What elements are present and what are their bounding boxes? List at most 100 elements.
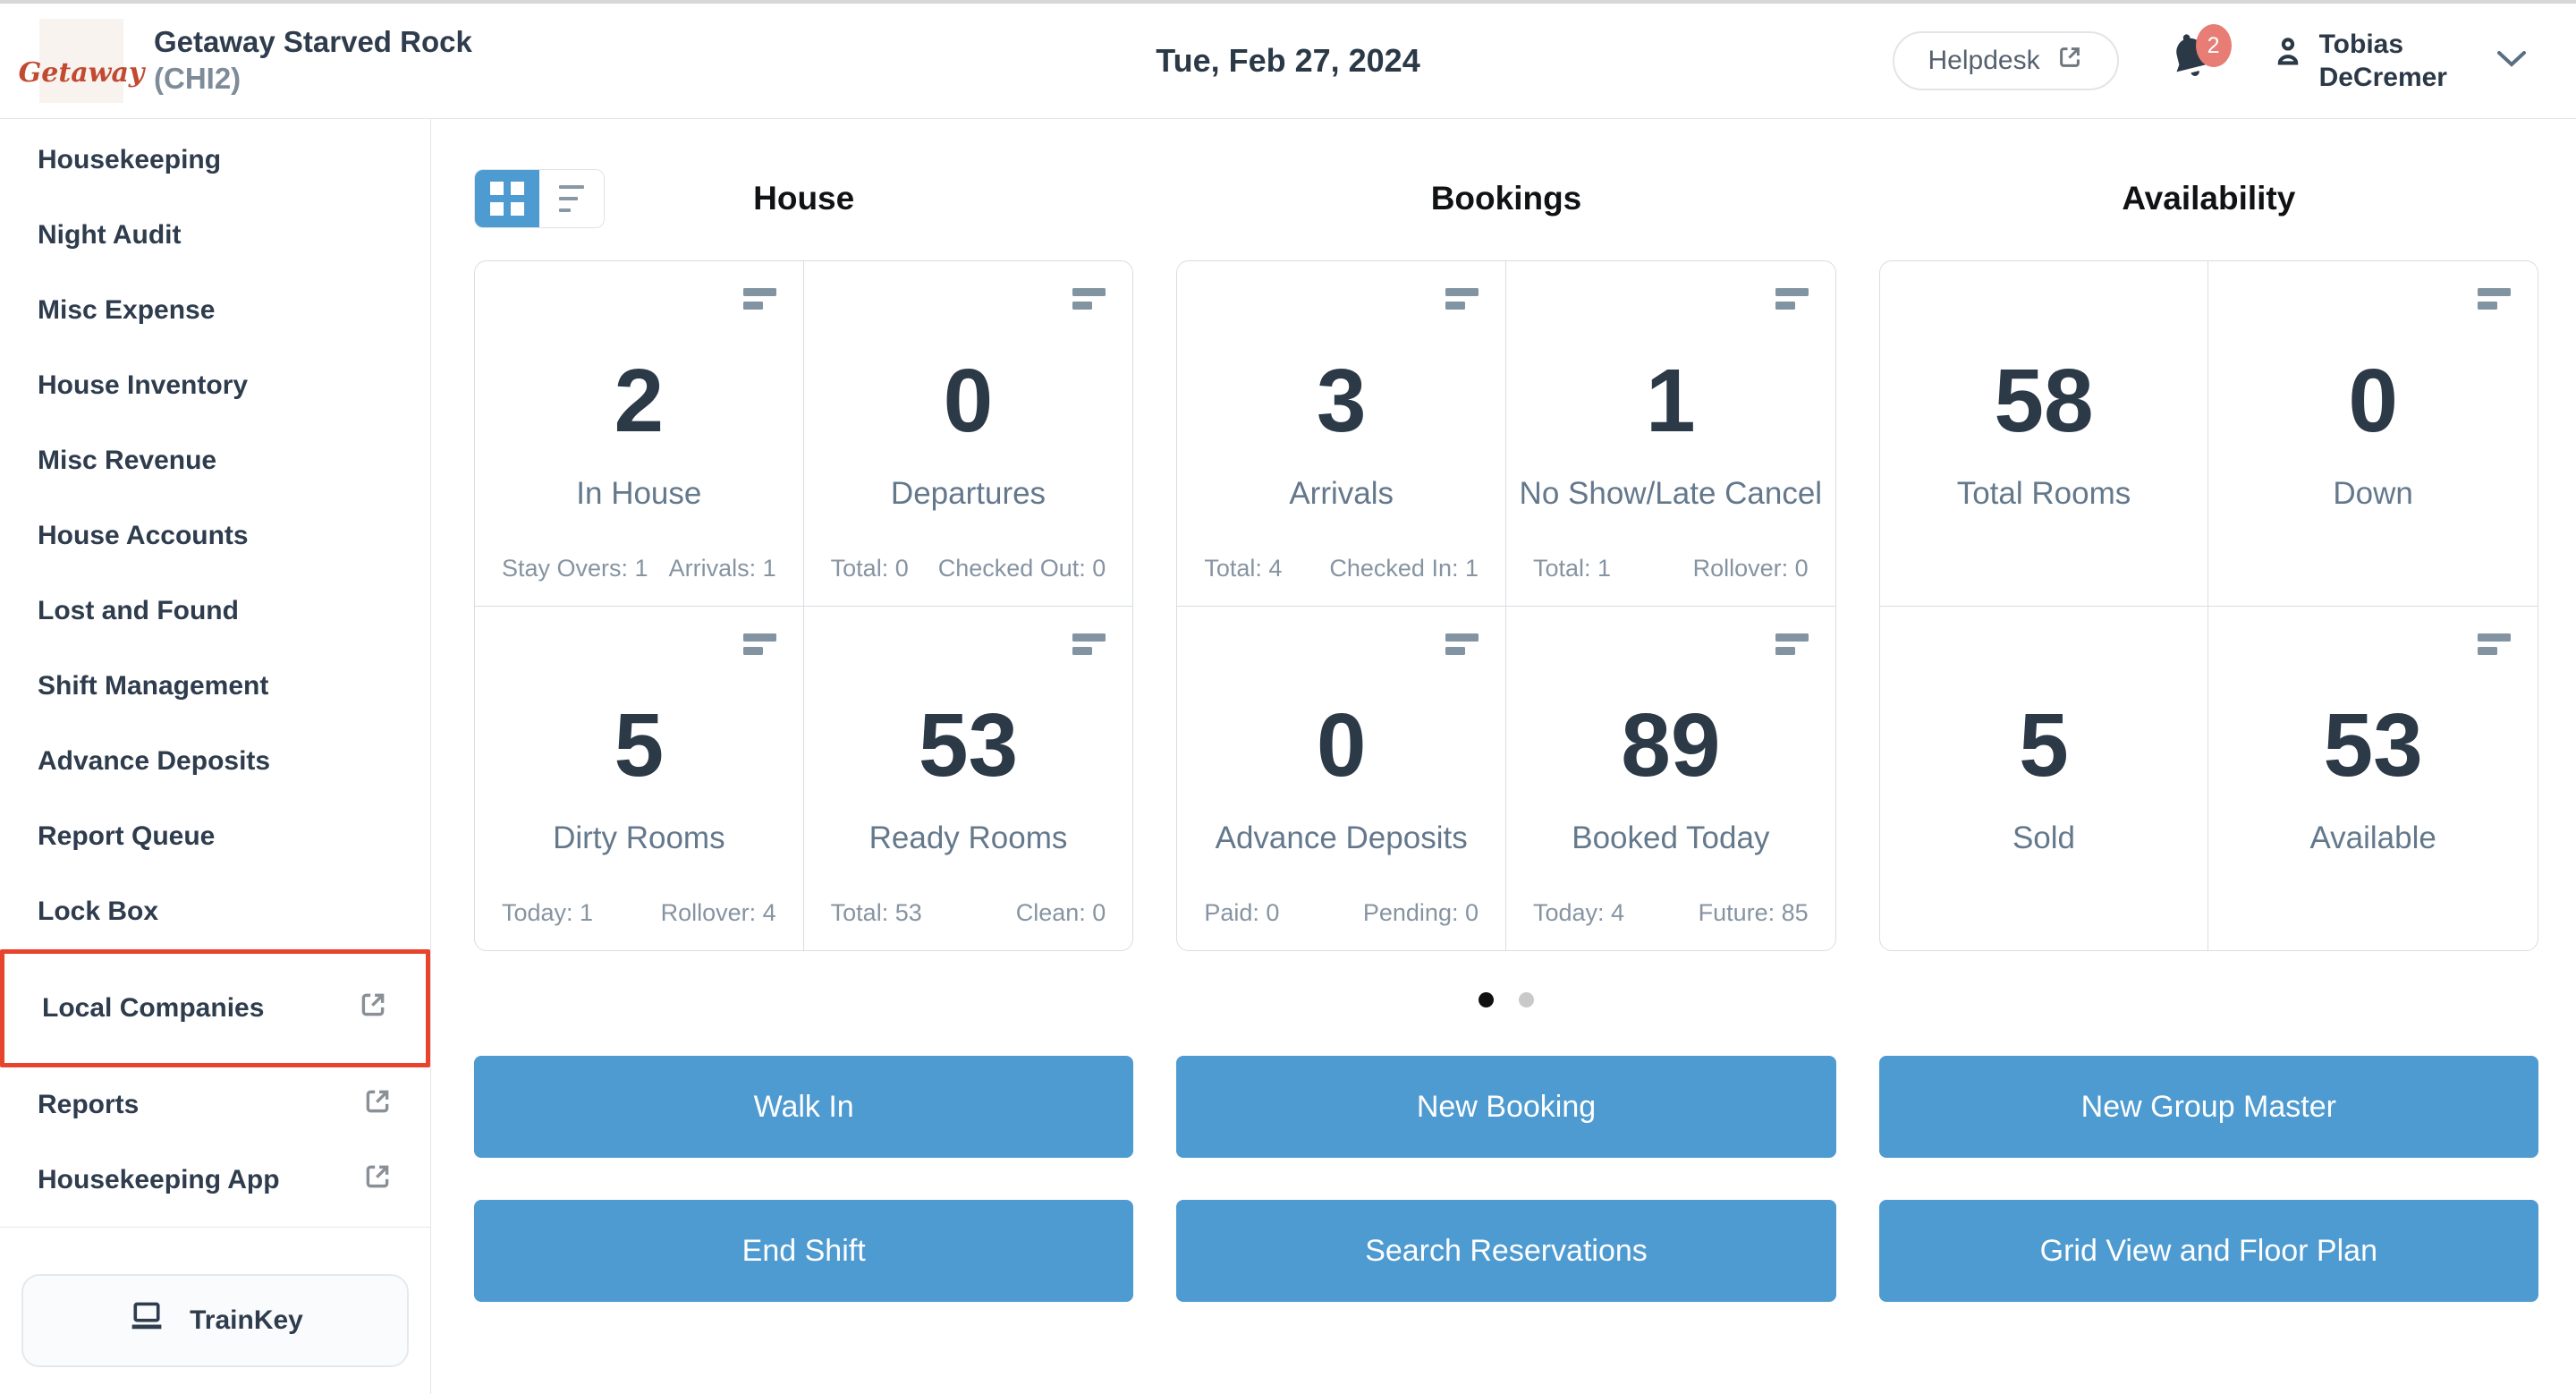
stat-label: Total Rooms xyxy=(1956,475,2131,511)
window-top-edge xyxy=(0,0,2576,4)
sidebar-item-label: House Accounts xyxy=(38,521,249,550)
stat-value: 0 xyxy=(2348,350,2398,451)
stat-card-advance-deposits: 0 Advance Deposits Paid: 0 Pending: 0 xyxy=(1177,606,1506,950)
stat-label: Departures xyxy=(890,475,1046,511)
sidebar-item-local-companies[interactable]: Local Companies xyxy=(0,949,430,1067)
sidebar-item-label: Advance Deposits xyxy=(38,746,271,776)
external-link-icon xyxy=(2056,44,2083,78)
helpdesk-button[interactable]: Helpdesk xyxy=(1892,31,2119,90)
substat-left: Total: 0 xyxy=(830,555,909,582)
sidebar-item-advance-deposits[interactable]: Advance Deposits xyxy=(0,724,430,799)
substat-right: Arrivals: 1 xyxy=(668,555,776,582)
bars-icon[interactable] xyxy=(1072,288,1106,310)
external-link-icon xyxy=(358,990,388,1027)
sidebar-item-lost-and-found[interactable]: Lost and Found xyxy=(0,574,430,649)
sidebar-item-house-inventory[interactable]: House Inventory xyxy=(0,348,430,423)
stat-card-arrivals: 3 Arrivals Total: 4 Checked In: 1 xyxy=(1177,261,1506,606)
stat-card-no-show-late-cancel: 1 No Show/Late Cancel Total: 1 Rollover:… xyxy=(1506,261,1835,606)
bars-icon[interactable] xyxy=(1445,633,1479,655)
current-date: Tue, Feb 27, 2024 xyxy=(1156,42,1420,79)
bars-icon[interactable] xyxy=(1445,288,1479,310)
stat-card-ready-rooms: 53 Ready Rooms Total: 53 Clean: 0 xyxy=(803,606,1133,950)
sidebar-item-housekeeping[interactable]: Housekeeping xyxy=(0,123,430,198)
bars-icon[interactable] xyxy=(742,633,776,655)
bars-icon[interactable] xyxy=(2477,633,2511,655)
sidebar-item-label: Misc Expense xyxy=(38,295,216,325)
availability-section: 58 Total Rooms 0 Down 5 Sold 53 xyxy=(1878,260,2538,951)
stat-card-dirty-rooms: 5 Dirty Rooms Today: 1 Rollover: 4 xyxy=(475,606,804,950)
sidebar-item-report-queue[interactable]: Report Queue xyxy=(0,799,430,874)
sidebar: Housekeeping Night Audit Misc Expense Ho… xyxy=(0,119,431,1394)
stat-card-sold: 5 Sold xyxy=(1879,606,2209,950)
section-titles-row: House Bookings Availability xyxy=(474,169,2538,228)
stat-label: Dirty Rooms xyxy=(553,820,725,855)
getaway-logo: Getaway xyxy=(19,19,144,103)
stat-substats: Stay Overs: 1 Arrivals: 1 xyxy=(475,555,803,582)
sidebar-item-shift-management[interactable]: Shift Management xyxy=(0,649,430,724)
list-view-button[interactable] xyxy=(539,170,604,227)
new-booking-button[interactable]: New Booking xyxy=(1176,1056,1836,1158)
stat-card-down: 0 Down xyxy=(2208,261,2538,606)
substat-left: Total: 4 xyxy=(1204,555,1283,582)
substat-right: Rollover: 0 xyxy=(1692,555,1809,582)
new-group-master-button[interactable]: New Group Master xyxy=(1878,1056,2538,1158)
bars-icon[interactable] xyxy=(1072,633,1106,655)
stat-label: No Show/Late Cancel xyxy=(1519,475,1823,511)
trainkey-button[interactable]: TrainKey xyxy=(21,1274,409,1367)
substat-right: Future: 85 xyxy=(1698,899,1809,926)
bars-icon[interactable] xyxy=(1775,633,1809,655)
substat-left: Total: 1 xyxy=(1532,555,1612,582)
substat-left: Stay Overs: 1 xyxy=(502,555,648,582)
section-title-availability: Availability xyxy=(2122,180,2296,217)
sidebar-item-lock-box[interactable]: Lock Box xyxy=(0,874,430,949)
walk-in-button[interactable]: Walk In xyxy=(474,1056,1134,1158)
stat-label: In House xyxy=(576,475,702,511)
bars-icon[interactable] xyxy=(2477,288,2511,310)
house-section: 2 In House Stay Overs: 1 Arrivals: 1 0 D… xyxy=(474,260,1134,951)
sidebar-item-night-audit[interactable]: Night Audit xyxy=(0,198,430,273)
external-link-icon xyxy=(362,1161,393,1199)
user-name: Tobias DeCremer xyxy=(2319,28,2447,95)
view-toggle xyxy=(474,169,605,228)
stat-label: Ready Rooms xyxy=(869,820,1068,855)
sidebar-item-housekeeping-app[interactable]: Housekeeping App xyxy=(0,1143,430,1218)
sidebar-item-misc-expense[interactable]: Misc Expense xyxy=(0,273,430,348)
stat-label: Booked Today xyxy=(1572,820,1770,855)
stat-card-total-rooms: 58 Total Rooms xyxy=(1880,261,2209,606)
grid-view-icon xyxy=(490,182,524,216)
search-reservations-button[interactable]: Search Reservations xyxy=(1176,1200,1836,1302)
sidebar-item-house-accounts[interactable]: House Accounts xyxy=(0,498,430,574)
sidebar-item-reports[interactable]: Reports xyxy=(0,1067,430,1143)
stat-card-departures: 0 Departures Total: 0 Checked Out: 0 xyxy=(804,261,1133,606)
grid-view-button[interactable] xyxy=(475,170,539,227)
notification-badge: 2 xyxy=(2195,24,2232,67)
pagination-dot[interactable] xyxy=(1479,992,1494,1007)
substat-right: Rollover: 4 xyxy=(660,899,776,926)
header-right: Helpdesk 2 xyxy=(1892,24,2530,95)
stat-value: 5 xyxy=(2019,695,2069,795)
sidebar-item-label: Report Queue xyxy=(38,821,216,851)
stat-value: 3 xyxy=(1316,350,1367,451)
bars-icon[interactable] xyxy=(742,288,776,310)
user-menu[interactable]: Tobias DeCremer xyxy=(2271,28,2447,95)
sidebar-item-label: Lock Box xyxy=(38,897,159,926)
stat-value: 1 xyxy=(1646,350,1696,451)
stat-substats: Total: 0 Checked Out: 0 xyxy=(804,555,1133,582)
sidebar-item-label: Shift Management xyxy=(38,671,269,701)
substat-left: Today: 4 xyxy=(1532,899,1625,926)
stat-substats: Today: 1 Rollover: 4 xyxy=(475,899,803,927)
sidebar-item-label: Housekeeping xyxy=(38,145,222,174)
notifications-button[interactable]: 2 xyxy=(2165,24,2232,92)
sidebar-item-misc-revenue[interactable]: Misc Revenue xyxy=(0,423,430,498)
chevron-down-icon[interactable] xyxy=(2494,48,2529,74)
property-title: Getaway Starved Rock (CHI2) xyxy=(154,24,472,98)
substat-right: Clean: 0 xyxy=(1015,899,1106,926)
stat-card-available: 53 Available xyxy=(2208,606,2538,950)
stat-substats: Paid: 0 Pending: 0 xyxy=(1177,899,1505,927)
sidebar-item-label: Housekeeping App xyxy=(38,1165,280,1194)
bars-icon[interactable] xyxy=(1775,288,1809,310)
pagination-dot[interactable] xyxy=(1519,992,1534,1007)
stat-value: 53 xyxy=(2323,695,2423,795)
grid-view-floor-plan-button[interactable]: Grid View and Floor Plan xyxy=(1878,1200,2538,1302)
end-shift-button[interactable]: End Shift xyxy=(474,1200,1134,1302)
